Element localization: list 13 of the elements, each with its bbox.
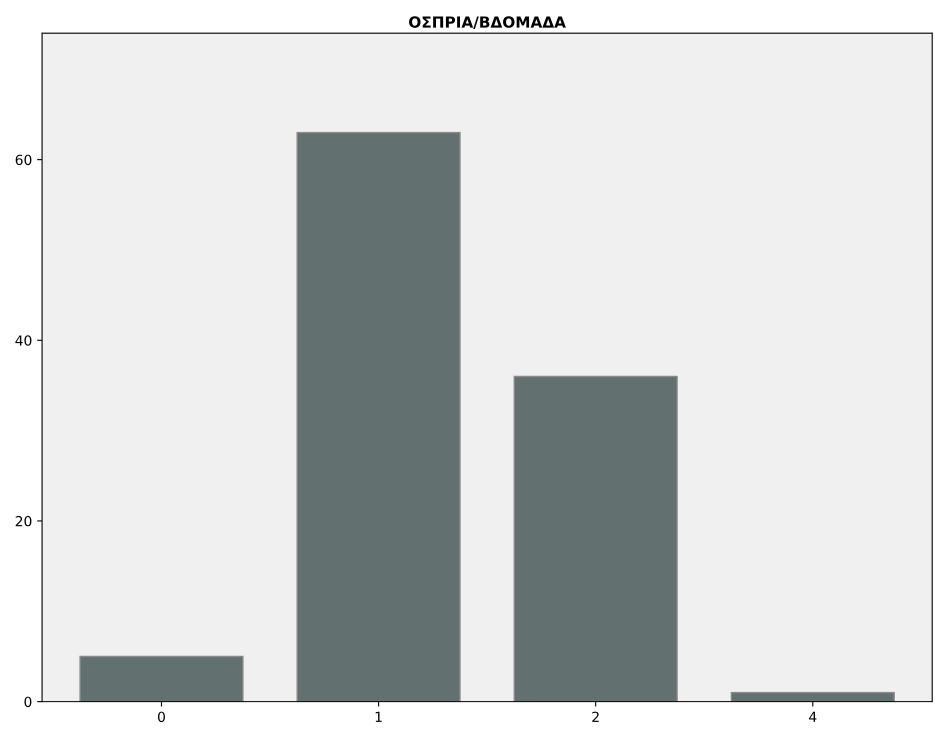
bar: [296, 132, 461, 702]
y-tick-label: 20: [16, 516, 32, 526]
y-tick-label: 0: [24, 696, 32, 708]
bar: [79, 656, 244, 702]
x-tick-label: 1: [376, 712, 382, 722]
y-tick-label: 40: [15, 335, 32, 346]
x-tick-label: 0: [158, 712, 165, 722]
y-tick-label: 60: [16, 154, 32, 166]
x-tick-label: 4: [809, 712, 816, 722]
chart-title: ΟΣΠΡΙΑ/ΒΔΟΜΑΔΑ: [409, 16, 566, 30]
bar: [730, 692, 895, 702]
x-tick-label: 2: [592, 712, 599, 722]
bar: [514, 376, 678, 702]
